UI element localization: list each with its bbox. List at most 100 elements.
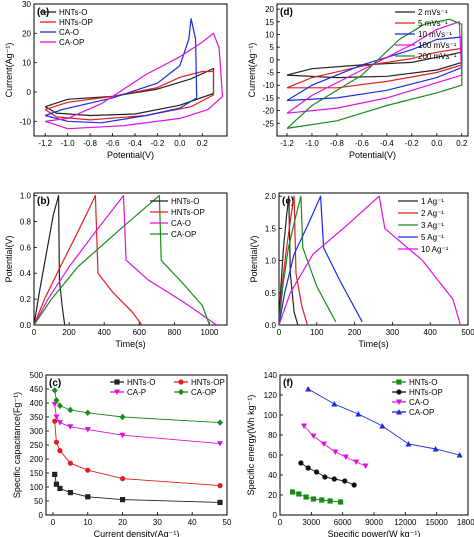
x-tick-label: 400 bbox=[98, 328, 112, 337]
y-tick-label: 140 bbox=[264, 371, 278, 380]
data-point bbox=[355, 411, 362, 417]
x-tick-label: 0 bbox=[277, 328, 282, 337]
data-point bbox=[119, 413, 126, 421]
panel-c: (c)0 10 20 30 40 5005010015020025030035040045… bbox=[12, 371, 232, 537]
data-point bbox=[119, 432, 126, 439]
x-tick-label: -1.2 bbox=[280, 139, 294, 148]
x-tick-label: 50 bbox=[223, 518, 232, 527]
data-point bbox=[353, 459, 360, 465]
legend-label: HNTs-O bbox=[127, 378, 155, 387]
x-axis-label: Potential(V) bbox=[349, 150, 396, 160]
legend-label: HNTs-OP bbox=[409, 388, 443, 397]
legend-marker bbox=[178, 379, 184, 385]
y-tick-label: 5 bbox=[270, 43, 275, 52]
x-tick-label: 40 bbox=[188, 518, 197, 527]
x-tick-label: 500 bbox=[461, 328, 474, 337]
legend-label: 10 Ag⁻¹ bbox=[421, 245, 449, 254]
data-point bbox=[51, 387, 58, 394]
data-point bbox=[351, 482, 357, 488]
plot-area bbox=[34, 195, 217, 325]
y-tick-label: 60 bbox=[268, 451, 277, 460]
y-tick-label: 1.0 bbox=[20, 192, 32, 201]
x-tick-label: 200 bbox=[348, 328, 362, 337]
series-line-1 bbox=[279, 195, 308, 325]
data-point bbox=[52, 418, 58, 424]
legend-label: HNTs-OP bbox=[59, 18, 93, 27]
y-tick-label: 10 bbox=[22, 59, 31, 68]
series-line-3 bbox=[45, 32, 224, 130]
data-point bbox=[327, 498, 333, 504]
data-point bbox=[217, 483, 223, 489]
y-axis-label: Current(Ag⁻¹) bbox=[247, 43, 257, 98]
data-point bbox=[217, 419, 224, 426]
x-tick-label: 10 bbox=[83, 518, 92, 527]
y-tick-label: 100 bbox=[264, 411, 278, 420]
data-point bbox=[53, 397, 60, 404]
legend-marker bbox=[396, 389, 402, 395]
legend-label: 1 Ag⁻¹ bbox=[421, 197, 444, 206]
data-point bbox=[379, 423, 386, 429]
series-line-2 bbox=[54, 404, 221, 445]
y-tick-label: 20 bbox=[265, 5, 274, 14]
x-tick-label: -0.2 bbox=[405, 139, 419, 148]
y-tick-label: 400 bbox=[30, 399, 44, 408]
y-tick-label: 15 bbox=[265, 18, 274, 27]
data-point bbox=[57, 448, 63, 454]
y-tick-label: 0 bbox=[270, 56, 275, 65]
legend-marker bbox=[396, 409, 402, 415]
series-line-2 bbox=[279, 195, 337, 325]
y-tick-label: 0 bbox=[27, 88, 32, 97]
data-point bbox=[119, 497, 126, 503]
y-axis-label: Specific capacitance(Fg⁻¹) bbox=[12, 392, 22, 498]
y-tick-label: 20 bbox=[22, 29, 31, 38]
data-point bbox=[53, 481, 60, 487]
y-tick-label: 150 bbox=[30, 469, 44, 478]
data-point bbox=[217, 499, 223, 505]
x-tick-label: 6000 bbox=[334, 518, 352, 527]
series-line-2 bbox=[45, 18, 198, 124]
y-tick-label: -10 bbox=[19, 117, 31, 126]
y-tick-label: 0.0 bbox=[20, 321, 32, 330]
panel-d: (d) -1.2 -1.0 -0.8 -0.6 -0.4 -0.2 0.0 0.2 -25 -20 -… bbox=[247, 3, 469, 160]
series-line-3 bbox=[286, 21, 463, 114]
data-point bbox=[301, 423, 308, 429]
legend-label: 2 Ag⁻¹ bbox=[421, 209, 444, 218]
x-tick-label: -1.0 bbox=[61, 139, 75, 148]
y-tick-label: -15 bbox=[262, 94, 274, 103]
data-point bbox=[320, 441, 327, 447]
plot-area bbox=[44, 18, 224, 130]
data-point bbox=[337, 499, 344, 505]
data-point bbox=[362, 463, 369, 469]
legend-marker bbox=[396, 399, 402, 405]
x-tick-label: 400 bbox=[424, 328, 438, 337]
x-tick-label: 300 bbox=[386, 328, 400, 337]
data-point bbox=[53, 439, 60, 445]
data-point bbox=[84, 427, 91, 433]
y-tick-label: 0.0 bbox=[265, 321, 277, 330]
x-axis-label: Potential(V) bbox=[107, 150, 154, 160]
x-tick-label: 9000 bbox=[365, 518, 383, 527]
plot-frame bbox=[33, 3, 228, 137]
y-tick-label: 0 bbox=[39, 511, 44, 520]
plot-frame bbox=[278, 192, 469, 326]
legend-label: CA-OP bbox=[59, 38, 84, 47]
plot-frame bbox=[276, 3, 469, 137]
y-tick-label: 0.5 bbox=[265, 289, 277, 298]
legend-label: CA-OP bbox=[171, 230, 196, 239]
y-tick-label: 50 bbox=[34, 497, 43, 506]
legend-label: HNTs-O bbox=[409, 378, 437, 387]
x-tick-label: 0.0 bbox=[431, 139, 443, 148]
x-tick-label: 800 bbox=[168, 328, 182, 337]
data-point bbox=[56, 402, 63, 409]
y-tick-label: 0 bbox=[273, 511, 278, 520]
series-line-1 bbox=[44, 70, 215, 121]
data-point bbox=[298, 460, 304, 466]
y-axis-label: Specific energy(Wh kg⁻¹) bbox=[246, 395, 256, 496]
x-tick-label: 0.2 bbox=[197, 139, 209, 148]
data-point bbox=[67, 490, 73, 496]
x-tick-label: -0.8 bbox=[83, 139, 97, 148]
